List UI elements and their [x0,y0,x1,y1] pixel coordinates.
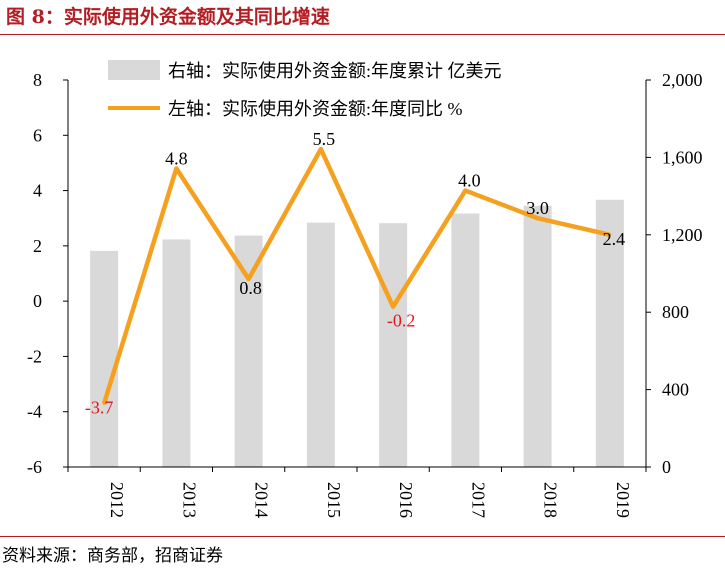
line-series [101,146,612,405]
source-rule [0,536,725,537]
data-labels: -3.7 4.8 0.8 5.5 -0.2 4.0 3.0 2.4 [85,129,625,417]
yoy-point-2016 [391,305,395,309]
data-label-2014: 0.8 [239,278,262,298]
combo-chart: -6 -4 -2 0 2 4 6 8 0 400 800 1,200 1,600 2,000 2012 201… [27,60,703,518]
legend-line-label: 左轴：实际使用外资金额:年度同比 % [168,99,463,119]
legend: 右轴：实际使用外资金额:年度累计 亿美元 左轴：实际使用外资金额:年度同比 % [108,60,502,119]
bar-2016 [379,223,408,467]
x-tick-label: 2013 [179,482,199,518]
x-tick-label: 2016 [396,482,416,518]
left-tick-label: 6 [33,125,42,145]
yoy-point-2017 [463,189,467,193]
right-tick-label: 2,000 [662,70,703,90]
x-tick-label: 2015 [324,482,344,518]
bar-2013 [162,239,191,467]
legend-bar-swatch [108,60,160,80]
yoy-point-2018 [536,216,540,220]
bar-2017 [451,213,480,467]
title-rule [0,34,725,35]
yoy-point-2015 [319,147,323,151]
left-tick-label: 2 [33,236,42,256]
figure-title: 图 8：实际使用外资金额及其同比增速 [6,6,330,28]
left-tick-label: 0 [33,291,42,311]
yoy-point-2019 [608,233,612,237]
yoy-point-2014 [247,277,251,281]
bar-series [90,199,624,468]
right-tick-label: 400 [662,380,689,400]
left-tick-label: 4 [33,181,42,201]
left-tick-label: -2 [27,346,42,366]
axes: -6 -4 -2 0 2 4 6 8 0 400 800 1,200 1,600 2,000 2012 201… [27,70,703,518]
bar-2014 [234,235,263,467]
yoy-point-2013 [174,166,178,170]
data-label-2015: 5.5 [313,129,336,149]
bar-2015 [306,222,335,467]
right-tick-label: 1,600 [662,147,703,167]
bar-2012 [90,250,119,467]
left-tick-label: 8 [33,70,42,90]
data-label-2019: 2.4 [603,229,626,249]
x-tick-label: 2014 [252,482,272,518]
right-tick-label: 1,200 [662,225,703,245]
data-label-2016: -0.2 [387,311,416,331]
x-tick-label: 2012 [107,482,127,518]
right-tick-label: 800 [662,302,689,322]
left-tick-label: -6 [27,457,42,477]
yoy-line [101,146,611,405]
bar-2018 [523,205,552,467]
right-tick-label: 0 [662,457,671,477]
data-label-2018: 3.0 [526,198,549,218]
source-note: 资料来源：商务部，招商证券 [2,546,223,566]
data-label-2012: -3.7 [85,397,114,417]
left-tick-label: -4 [27,402,42,422]
x-tick-label: 2018 [541,482,561,518]
data-label-2013: 4.8 [165,148,188,168]
legend-bar-label: 右轴：实际使用外资金额:年度累计 亿美元 [168,61,502,81]
data-label-2017: 4.0 [458,171,481,191]
bar-2019 [595,199,624,468]
yoy-point-2012 [102,401,106,405]
x-tick-label: 2017 [468,482,488,518]
x-tick-label: 2019 [613,482,633,518]
